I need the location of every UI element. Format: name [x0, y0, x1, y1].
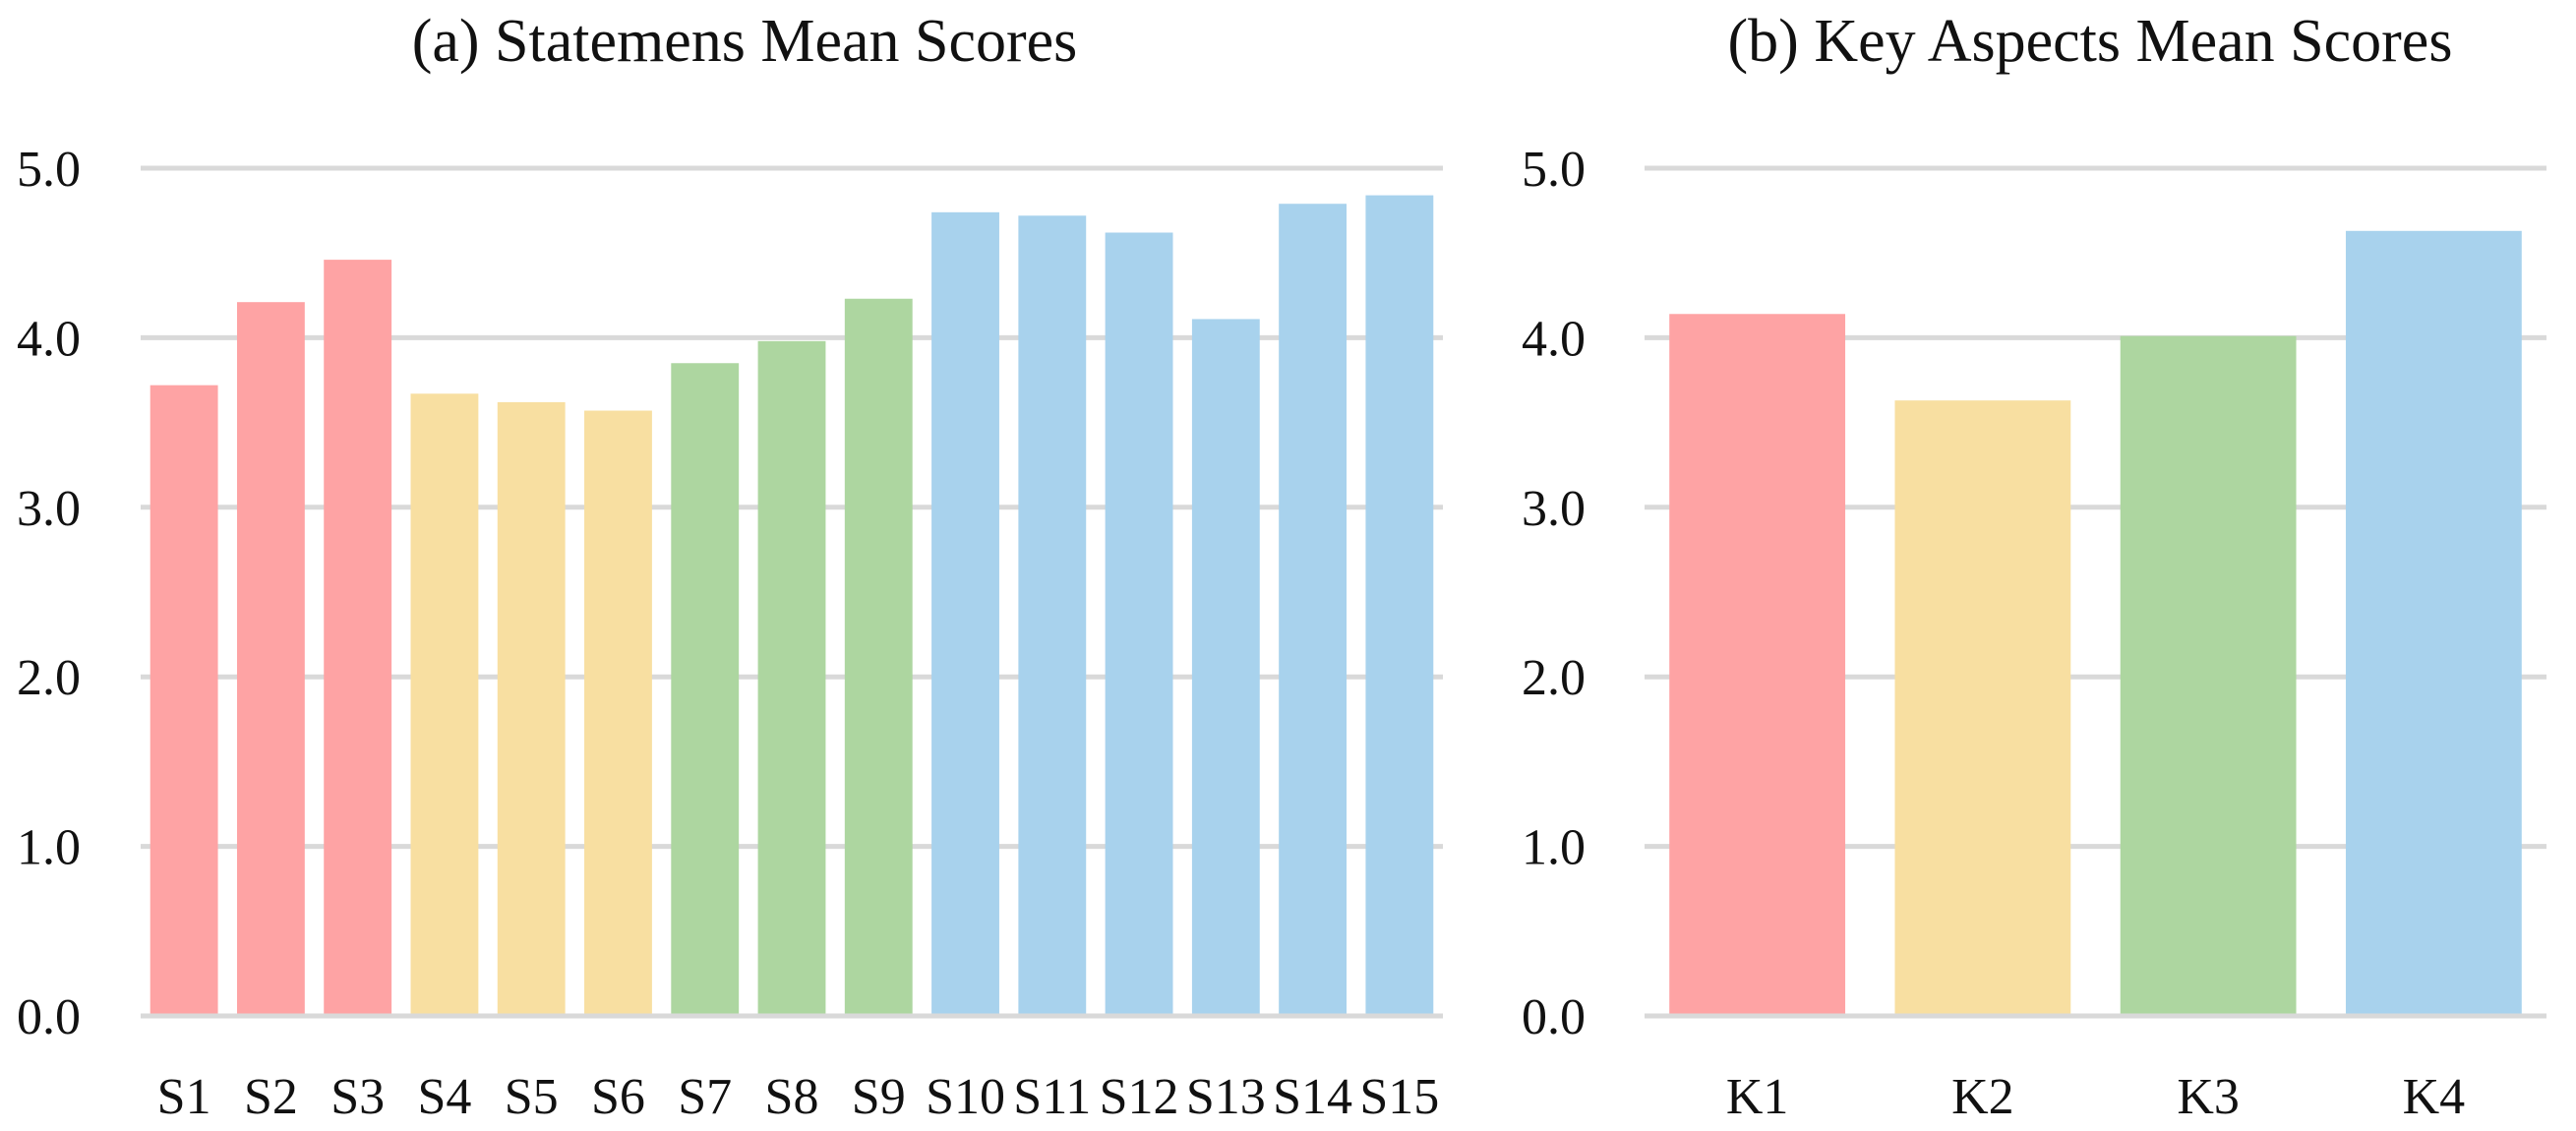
bar-s1: [150, 385, 218, 1016]
chart-panel-a: (a) Statemens Mean Scores 0.0 1.0 2.0 3.0 4.…: [17, 8, 1443, 1125]
x-tick-label-s8: S8: [765, 1069, 819, 1125]
x-tick-label-s6: S6: [591, 1069, 645, 1125]
x-tick-label-s1: S1: [157, 1069, 211, 1125]
chart-panel-b: (b) Key Aspects Mean Scores 0.0 1.0 2.0 3.0…: [1522, 8, 2546, 1125]
chart-title-a: (a) Statemens Mean Scores: [412, 8, 1078, 75]
x-tick-label-k2: K2: [1951, 1069, 2014, 1125]
bar-s2: [236, 302, 305, 1016]
x-tick-label-s7: S7: [678, 1069, 732, 1125]
y-tick-label-a-1: 1.0: [17, 820, 81, 876]
x-tick-label-s2: S2: [244, 1069, 298, 1125]
y-tick-label-a-5: 5.0: [17, 142, 81, 198]
bar-k4: [2345, 230, 2522, 1017]
x-tick-label-k1: K1: [1726, 1069, 1789, 1125]
chart-title-b: (b) Key Aspects Mean Scores: [1728, 8, 2453, 75]
bar-s3: [324, 260, 392, 1016]
y-tick-label-b-4: 4.0: [1522, 311, 1586, 367]
bar-k2: [1894, 400, 2071, 1016]
bar-s15: [1365, 195, 1434, 1017]
x-tick-label-s3: S3: [330, 1069, 385, 1125]
bar-s11: [1018, 215, 1087, 1017]
x-tick-label-s4: S4: [417, 1069, 471, 1125]
bar-s6: [584, 410, 652, 1017]
y-tick-label-b-3: 3.0: [1522, 481, 1586, 537]
y-tick-label-b-5: 5.0: [1522, 142, 1586, 198]
bar-k1: [1669, 314, 1846, 1016]
bar-s10: [931, 211, 999, 1017]
bar-k3: [2120, 335, 2297, 1016]
bar-s5: [497, 401, 566, 1016]
x-tick-label-s5: S5: [505, 1069, 559, 1125]
bar-s12: [1105, 232, 1173, 1017]
bar-s8: [757, 340, 826, 1016]
x-tick-label-s14: S14: [1273, 1069, 1352, 1125]
y-tick-label-a-3: 3.0: [17, 481, 81, 537]
x-tick-label-s15: S15: [1359, 1069, 1439, 1125]
bar-s7: [671, 363, 740, 1016]
y-tick-label-a-2: 2.0: [17, 650, 81, 706]
bar-s4: [410, 393, 479, 1016]
x-tick-label-s11: S11: [1013, 1069, 1091, 1125]
y-tick-label-b-0: 0.0: [1522, 989, 1586, 1045]
y-tick-label-a-4: 4.0: [17, 311, 81, 367]
x-tick-label-s12: S12: [1100, 1069, 1179, 1125]
x-tick-label-s9: S9: [852, 1069, 906, 1125]
x-tick-label-k4: K4: [2403, 1069, 2466, 1125]
bar-s9: [844, 298, 913, 1016]
x-tick-label-s13: S13: [1186, 1069, 1266, 1125]
y-tick-label-b-1: 1.0: [1522, 820, 1586, 876]
bar-s13: [1191, 319, 1260, 1016]
y-tick-label-b-2: 2.0: [1522, 650, 1586, 706]
bar-s14: [1279, 204, 1348, 1017]
y-tick-label-a-0: 0.0: [17, 989, 81, 1045]
x-tick-label-k3: K3: [2177, 1069, 2240, 1125]
x-tick-label-s10: S10: [926, 1069, 1005, 1125]
